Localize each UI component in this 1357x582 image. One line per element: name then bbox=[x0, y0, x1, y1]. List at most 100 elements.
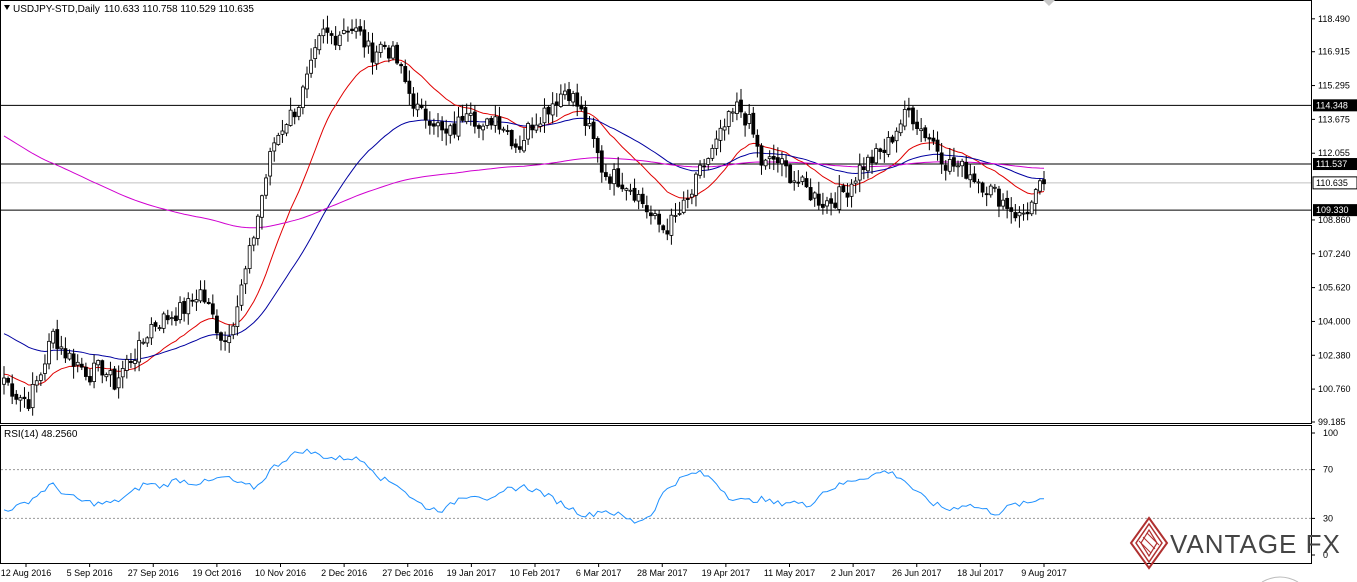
candle-body bbox=[743, 113, 748, 126]
x-axis-label: 11 May 2017 bbox=[764, 568, 815, 578]
candle-body bbox=[255, 215, 260, 239]
candle-body bbox=[1001, 199, 1005, 207]
candle-body bbox=[198, 289, 203, 302]
candle-body bbox=[894, 130, 899, 142]
candle-body bbox=[71, 353, 76, 367]
candle-body bbox=[481, 125, 485, 131]
vantage-fx-logo: VANTAGE FX bbox=[1129, 516, 1340, 570]
candle-body bbox=[153, 322, 158, 327]
candle-body bbox=[579, 104, 584, 110]
candle-body bbox=[165, 315, 170, 321]
candle-body bbox=[358, 26, 363, 32]
candle-body bbox=[530, 124, 535, 131]
candle-body bbox=[169, 317, 174, 320]
candle-body bbox=[67, 352, 72, 360]
y-axis-label: 99.185 bbox=[1318, 417, 1346, 427]
candle-body bbox=[620, 184, 625, 190]
candle-body bbox=[1009, 207, 1014, 212]
x-axis-label: 26 Jun 2017 bbox=[892, 568, 942, 578]
candle-body bbox=[874, 148, 879, 164]
candle-body bbox=[59, 346, 64, 350]
candle-body bbox=[501, 128, 506, 131]
collapse-triangle-icon[interactable] bbox=[4, 5, 10, 10]
candle-body bbox=[853, 180, 858, 184]
candle-body bbox=[268, 151, 273, 177]
rsi-panel-frame bbox=[0, 425, 1312, 564]
candle-body bbox=[861, 166, 866, 171]
candle-body bbox=[100, 360, 105, 376]
candle-body bbox=[870, 156, 874, 164]
x-axis-label: 12 Aug 2016 bbox=[1, 568, 52, 578]
candle-body bbox=[456, 116, 461, 137]
candle-body bbox=[1038, 180, 1042, 192]
candle-body bbox=[423, 108, 428, 121]
level-price-tag bbox=[1313, 99, 1357, 112]
candle-body bbox=[595, 138, 600, 154]
candle-body bbox=[640, 193, 645, 205]
candle-body bbox=[952, 157, 956, 167]
y-axis-label: 102.380 bbox=[1318, 350, 1351, 360]
candle-body bbox=[1025, 211, 1030, 215]
x-axis-label: 10 Feb 2017 bbox=[510, 568, 561, 578]
candle-body bbox=[280, 130, 285, 135]
y-axis-label: 105.620 bbox=[1318, 283, 1351, 293]
scroll-marker-icon[interactable] bbox=[1043, 0, 1055, 6]
candle-body bbox=[149, 324, 154, 339]
price-panel-frame bbox=[0, 0, 1312, 424]
candle-body bbox=[923, 127, 928, 139]
ma-slow-line bbox=[3, 117, 1045, 360]
symbol-label: USDJPY-STD,Daily bbox=[13, 4, 100, 15]
candle-body bbox=[747, 114, 752, 124]
candle-body bbox=[669, 214, 674, 236]
candle-body bbox=[972, 173, 977, 183]
candle-body bbox=[902, 109, 907, 127]
candle-body bbox=[558, 93, 563, 107]
candle-body bbox=[866, 156, 870, 172]
candle-body bbox=[243, 268, 248, 285]
candle-body bbox=[657, 213, 662, 225]
candle-body bbox=[677, 213, 682, 215]
candle-body bbox=[603, 172, 608, 178]
candle-body bbox=[415, 103, 420, 111]
candle-body bbox=[247, 245, 252, 269]
candle-body bbox=[288, 109, 293, 126]
candle-body bbox=[174, 315, 178, 322]
level-price-label: 111.537 bbox=[1316, 159, 1347, 169]
candle-body bbox=[964, 161, 969, 179]
candle-body bbox=[346, 30, 350, 33]
candle-body bbox=[370, 42, 375, 63]
candle-body bbox=[632, 187, 637, 201]
candle-body bbox=[849, 183, 854, 197]
candle-body bbox=[452, 123, 457, 135]
candle-body bbox=[841, 185, 846, 193]
candle-body bbox=[1033, 189, 1038, 204]
candle-body bbox=[706, 158, 711, 165]
candle-body bbox=[133, 360, 137, 364]
x-axis-label: 9 Aug 2017 bbox=[1021, 568, 1067, 578]
rsi-label: RSI(14) 48.2560 bbox=[4, 429, 78, 440]
candle-body bbox=[292, 111, 297, 118]
candle-body bbox=[399, 64, 404, 67]
candle-body bbox=[104, 374, 109, 378]
candle-body bbox=[239, 284, 244, 306]
candle-body bbox=[350, 28, 354, 32]
candle-body bbox=[681, 199, 686, 213]
candle-body bbox=[509, 130, 514, 147]
candle-body bbox=[673, 215, 678, 217]
candle-body bbox=[47, 340, 51, 365]
candle-body bbox=[587, 123, 592, 127]
candle-body bbox=[833, 202, 838, 208]
candle-body bbox=[636, 194, 641, 202]
candle-body bbox=[88, 376, 92, 383]
candle-body bbox=[231, 325, 236, 336]
candle-body bbox=[296, 107, 301, 117]
candle-body bbox=[317, 35, 322, 51]
ma-fast-line bbox=[3, 59, 1045, 386]
candle-body bbox=[685, 198, 690, 200]
candle-body bbox=[1021, 212, 1026, 215]
candle-body bbox=[366, 40, 371, 47]
rsi-axis-label: 0 bbox=[1323, 550, 1328, 560]
candle-body bbox=[735, 101, 739, 114]
y-axis-label: 118.490 bbox=[1318, 14, 1350, 24]
